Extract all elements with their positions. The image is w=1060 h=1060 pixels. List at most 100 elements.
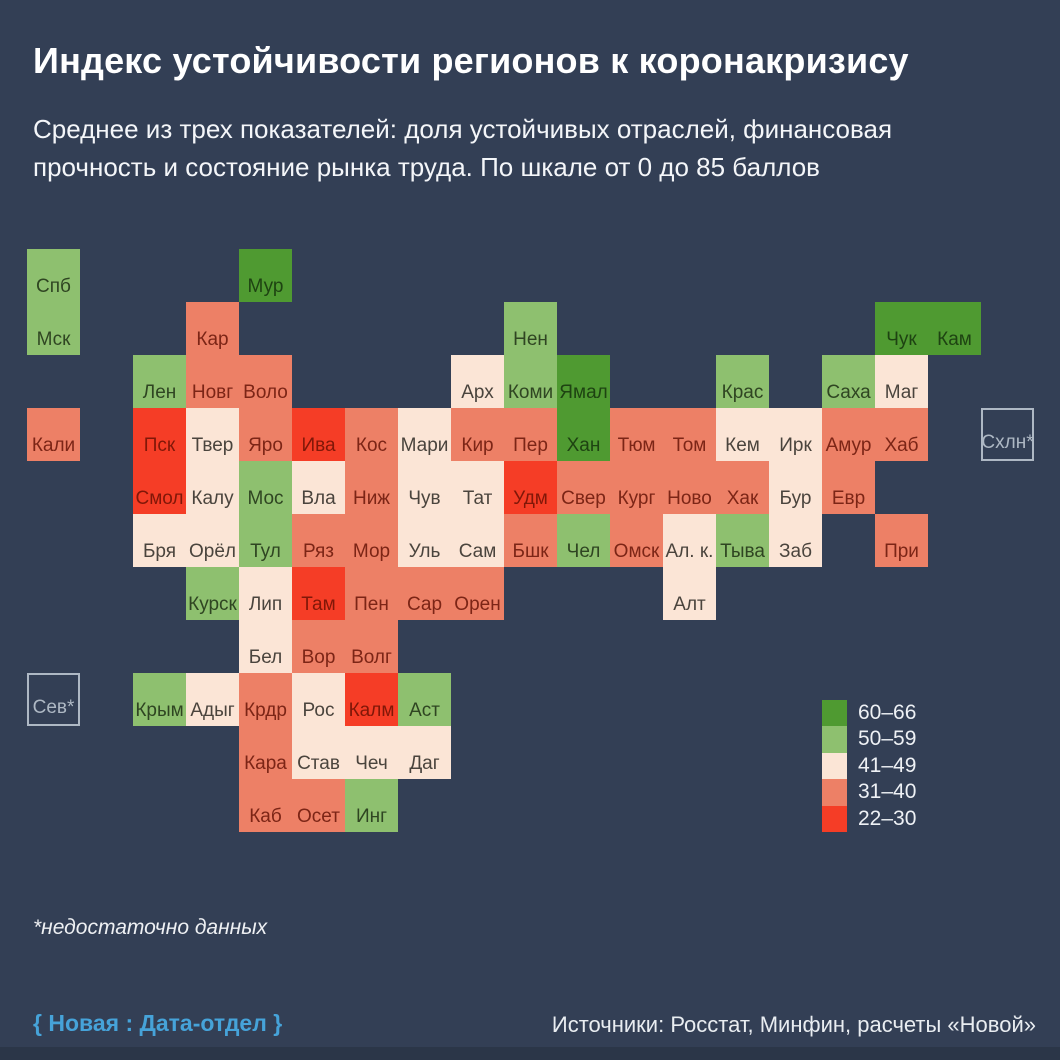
region-tile-label: Смол (135, 488, 184, 509)
region-tile: Орен (451, 567, 504, 620)
region-tile-label: Осет (297, 806, 340, 827)
region-tile-label: Яро (248, 435, 283, 456)
region-tile-label: Омск (613, 541, 660, 562)
region-tile-label: Мос (247, 488, 284, 509)
region-tile-label: Ал. к. (665, 541, 714, 562)
region-tile: Спб (27, 249, 80, 302)
legend-swatch (822, 779, 847, 806)
sources: Источники: Росстат, Минфин, расчеты «Нов… (551, 1012, 1036, 1037)
region-tile-label: Нен (513, 329, 548, 350)
region-tile-label: Мор (352, 541, 391, 562)
region-tile: Мос (239, 461, 292, 514)
region-tile-label: Там (301, 594, 336, 615)
region-tile-label: Маг (884, 382, 919, 403)
region-tile: Чув (398, 461, 451, 514)
region-tile: Воло (239, 355, 292, 408)
region-tile-label: Лип (248, 594, 283, 615)
region-tile: Пен (345, 567, 398, 620)
region-tile-label: Саха (826, 382, 871, 403)
region-tile-label: Коми (507, 382, 554, 403)
region-tile-label: Бел (248, 647, 283, 668)
region-tile: Яро (239, 408, 292, 461)
region-tile: Бшк (504, 514, 557, 567)
region-tile: Арх (451, 355, 504, 408)
legend-label: 50–59 (858, 727, 917, 751)
region-tile-label: Хак (726, 488, 759, 509)
region-tile-label: Арх (461, 382, 494, 403)
region-tile-label: Хаб (884, 435, 919, 456)
region-tile: Коми (504, 355, 557, 408)
region-tile-label: Бря (142, 541, 177, 562)
legend-label: 60–66 (858, 701, 917, 724)
region-tile-label: Сев* (32, 697, 75, 718)
region-tile: Алт (663, 567, 716, 620)
region-tile-label: Каб (249, 806, 282, 827)
region-tile-label: Евр (831, 488, 866, 509)
credit-link[interactable]: { Новая : Дата-отдел } (33, 1010, 283, 1036)
region-tile: Ново (663, 461, 716, 514)
region-tile: Аст (398, 673, 451, 726)
region-tile: Рос (292, 673, 345, 726)
region-tile-label: Курск (188, 594, 237, 615)
region-tile: Сам (451, 514, 504, 567)
region-tile-label: Сар (406, 594, 443, 615)
region-tile: Кург (610, 461, 663, 514)
region-tile: Пер (504, 408, 557, 461)
region-tile-label: Орен (454, 594, 501, 615)
region-tile: Мор (345, 514, 398, 567)
region-tile-label: Кург (617, 488, 656, 509)
region-tile: Маг (875, 355, 928, 408)
region-tile-label: Кир (461, 435, 494, 456)
region-tile: Ниж (345, 461, 398, 514)
region-tile-label: Калм (348, 700, 395, 721)
region-tile-label: Удм (513, 488, 548, 509)
region-tile-label: Спб (36, 276, 71, 297)
region-tile-label: Мур (247, 276, 284, 297)
region-tile: Чеч (345, 726, 398, 779)
legend-row: 22–30 (822, 805, 916, 832)
region-tile: Заб (769, 514, 822, 567)
region-tile: Инг (345, 779, 398, 832)
region-tile-label: Пер (513, 435, 548, 456)
region-tile-label: Тюм (617, 435, 656, 456)
region-tile-nodata: Схлн* (981, 408, 1034, 461)
region-tile-label: Тат (462, 488, 493, 509)
region-tile-label: Мари (400, 435, 449, 456)
region-tile: Удм (504, 461, 557, 514)
region-tile: Тыва (716, 514, 769, 567)
region-tile-label: Том (672, 435, 707, 456)
region-tile-label: Кос (355, 435, 388, 456)
region-tile: Кали (27, 408, 80, 461)
region-tile-label: Ново (667, 488, 712, 509)
region-tile-nodata: Сев* (27, 673, 80, 726)
region-tile-label: Став (297, 753, 340, 774)
region-tile: Сар (398, 567, 451, 620)
region-tile-label: Рос (302, 700, 335, 721)
region-tile-label: Лен (142, 382, 177, 403)
region-tile: Вор (292, 620, 345, 673)
region-tile: Каб (239, 779, 292, 832)
region-tile-label: Алт (673, 594, 706, 615)
region-tile-label: Калу (191, 488, 234, 509)
region-tile-label: Свер (561, 488, 606, 509)
region-tile: Крдр (239, 673, 292, 726)
region-tile-label: Чел (566, 541, 601, 562)
region-tile: Хаб (875, 408, 928, 461)
region-tile: Кир (451, 408, 504, 461)
region-tile: Омск (610, 514, 663, 567)
region-tile: Лен (133, 355, 186, 408)
region-tile: Ирк (769, 408, 822, 461)
region-tile: Тюм (610, 408, 663, 461)
footnote: *недостаточно данных (33, 916, 268, 939)
region-tile-label: Хан (566, 435, 601, 456)
region-tile: Кам (928, 302, 981, 355)
region-tile-label: Кам (937, 329, 972, 350)
region-tile: Ямал (557, 355, 610, 408)
region-tile: Крым (133, 673, 186, 726)
region-tile: Ряз (292, 514, 345, 567)
region-tile: Кем (716, 408, 769, 461)
region-tile: Ал. к. (663, 514, 716, 567)
region-tile-label: Кали (31, 435, 76, 456)
region-tile-label: Чеч (355, 753, 388, 774)
region-tile: Калу (186, 461, 239, 514)
